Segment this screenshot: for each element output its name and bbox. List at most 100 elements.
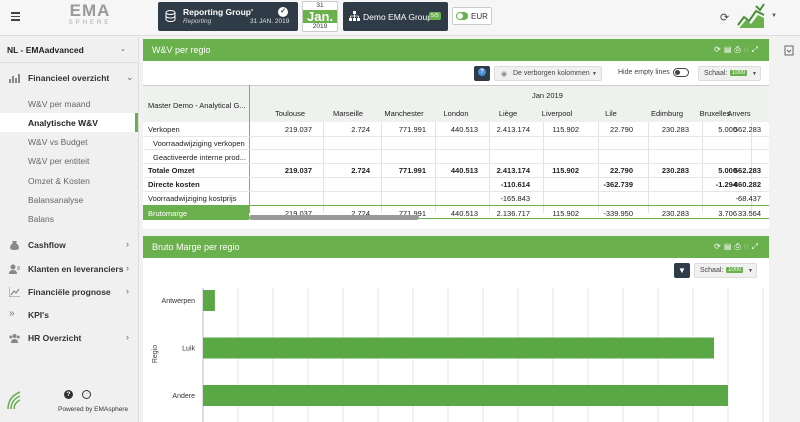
scale-dropdown[interactable]: Schaal: 1000 ▼ — [694, 263, 757, 278]
table-row[interactable]: Geactiveerde interne prod... — [143, 150, 769, 165]
table-cell: 230.283 — [661, 166, 689, 176]
sidebar-sub-balans[interactable]: Balans — [28, 214, 54, 224]
table-cell: 33.564 — [738, 208, 761, 218]
users-icon — [9, 264, 20, 274]
row-label: Voorraadwijziging verkopen — [153, 138, 245, 148]
expand-icon[interactable]: ⤢ — [751, 45, 761, 54]
print-icon[interactable]: ⎙ — [734, 45, 744, 54]
table-cell: -1.294 — [715, 180, 737, 190]
refresh-icon[interactable]: ⟳ — [714, 45, 724, 54]
expand-icon[interactable]: ⤢ — [751, 242, 761, 251]
bar-antwerpen — [203, 290, 215, 311]
sidebar-sub-balansanalyse[interactable]: Balansanalyse — [28, 195, 84, 205]
refresh-icon[interactable]: ⟳ — [720, 12, 730, 24]
column-header[interactable]: Edimburg — [650, 109, 684, 118]
sidebar-sub-wv-vs-budget[interactable]: W&V vs Budget — [28, 137, 88, 147]
globe-icon[interactable]: · — [82, 390, 91, 399]
row-label: Verkopen — [148, 125, 180, 134]
column-header[interactable]: Bruxelles — [699, 109, 731, 118]
comment-icon[interactable]: ◌ — [743, 242, 752, 251]
sidebar-item-financieel-overzicht[interactable]: Financieel overzicht ⌄ — [0, 68, 139, 88]
column-header[interactable]: Lile — [605, 109, 617, 118]
help-icon[interactable]: ? — [64, 390, 73, 399]
reporting-group-date: 31 JAN. 2019 — [250, 18, 290, 25]
wv-table: Master Demo - Analytical G... Jan 2019 T… — [143, 85, 769, 225]
panel-header: W&V per regio ⟳▤⎙◌⤢ — [143, 39, 769, 61]
column-header[interactable]: Marseille — [332, 109, 363, 118]
table-cell: 230.283 — [661, 125, 689, 134]
sidebar-sub-analytische-wv[interactable]: Analytische W&V — [0, 113, 138, 132]
sidebar-item-cashflow[interactable]: Cashflow › — [0, 235, 139, 255]
column-header[interactable]: Manchester — [384, 109, 424, 118]
sidebar-item-financiele-prognose[interactable]: Financiële prognose › — [0, 282, 139, 302]
column-header[interactable]: Liège — [498, 109, 518, 118]
table-cell: 562.283 — [733, 166, 761, 176]
category-label: Andere — [172, 393, 195, 400]
company-selector[interactable]: NL - EMAadvanced — [7, 45, 84, 55]
export-icon[interactable]: ▤ — [723, 45, 735, 54]
hide-empty-toggle[interactable] — [673, 68, 689, 77]
caret-down-icon: ▼ — [748, 268, 753, 274]
table-cell: -110.614 — [500, 180, 530, 190]
table-cell: -460.282 — [731, 180, 761, 190]
reporting-group-subtitle: Reporting — [183, 18, 212, 25]
filter-icon[interactable]: ▼ — [674, 263, 690, 278]
sidebar-item-hr-overzicht[interactable]: HR Overzicht › — [0, 328, 139, 348]
table-row[interactable]: Brutomarge 219.037 2.724 771.991 440.513 2.13… — [143, 204, 769, 220]
sidebar-item-kpis[interactable]: » KPI's — [9, 308, 49, 320]
sidebar-sub-wv-per-maand[interactable]: W&V per maand — [28, 99, 91, 109]
help-button[interactable] — [474, 66, 490, 81]
hidden-columns-dropdown[interactable]: ◉ De verborgen kolommen ▼ — [494, 66, 602, 81]
table-cell: 115.902 — [552, 125, 579, 134]
divider — [0, 62, 139, 63]
table-row[interactable]: Totale Omzet 219.037 2.724 771.991 440.513 2.… — [143, 163, 769, 178]
table-cell: 2.724 — [351, 208, 370, 218]
reporting-group-selector[interactable]: Reporting Group' Reporting 31 JAN. 2019 … — [158, 2, 298, 31]
sidebar-item-klanten[interactable]: Klanten en leveranciers › — [0, 259, 139, 279]
sidebar-sub-wv-per-entiteit[interactable]: W&V per entiteit — [28, 156, 90, 166]
reporting-group-title: Reporting Group' — [183, 7, 254, 17]
table-cell: 22.790 — [610, 125, 633, 134]
panel-tools: ⟳▤⎙◌⤢ — [714, 242, 761, 252]
table-row[interactable]: Voorraadwijziging kostprijs -165.843 -68.4… — [143, 191, 769, 206]
emasphere-logo[interactable]: EMA SPHERE — [68, 1, 112, 27]
emasphere-leaf-icon — [7, 391, 21, 410]
column-header[interactable]: Toulouse — [274, 109, 306, 118]
scale-value: 1000 — [726, 267, 744, 273]
sidebar-sub-omzet-kosten[interactable]: Omzet & Kosten — [28, 176, 90, 186]
column-header[interactable]: Liverpool — [541, 109, 573, 118]
toggle-switch-icon[interactable] — [456, 12, 468, 20]
chevron-down-icon[interactable]: ▼ — [771, 13, 777, 19]
currency-toggle[interactable]: EUR — [452, 7, 492, 25]
powered-by: Powered by EMAsphere — [58, 406, 129, 413]
category-label: Antwerpen — [162, 298, 196, 305]
table-row[interactable]: Voorraadwijziging verkopen — [143, 136, 769, 151]
export-icon[interactable]: ▤ — [723, 242, 735, 251]
table-row[interactable]: Directe kosten -110.614 -362.739 -1.294 -460… — [143, 177, 769, 192]
bruto-marge-panel: Bruto Marge per regio ⟳▤⎙◌⤢ ▼ Schaal: 10… — [143, 236, 769, 422]
refresh-icon[interactable]: ⟳ — [714, 242, 724, 251]
chevron-down-icon[interactable]: ⌄ — [120, 46, 126, 53]
table-master-label: Master Demo - Analytical G... — [148, 101, 246, 110]
period-calendar[interactable]: 31 Jan. 2019 — [302, 1, 338, 32]
group-selector[interactable]: Demo EMA Group 5/5 — [343, 2, 448, 31]
user-avatar-icon[interactable] — [736, 3, 766, 29]
hamburger-menu-icon[interactable] — [11, 12, 20, 21]
table-row[interactable]: Verkopen 219.037 2.724 771.991 440.513 2.413.… — [143, 122, 769, 137]
row-label: Directe kosten — [148, 180, 200, 190]
wv-per-regio-panel: W&V per regio ⟳▤⎙◌⤢ ◉ De verborgen kolom… — [143, 39, 769, 229]
table-cell: 562.283 — [733, 125, 761, 134]
horizontal-scrollbar[interactable] — [249, 215, 419, 220]
print-icon[interactable]: ⎙ — [734, 242, 744, 251]
table-cell: 230.283 — [661, 208, 689, 218]
comment-icon[interactable]: ◌ — [743, 45, 752, 54]
column-divider — [702, 122, 703, 213]
column-header[interactable]: Anvers — [727, 109, 751, 118]
table-toolbar: ◉ De verborgen kolommen ▼ Hide empty lin… — [143, 61, 769, 85]
scale-dropdown[interactable]: Schaal: 1000 ▼ — [698, 66, 761, 81]
panel-collapse-icon[interactable] — [784, 44, 794, 58]
scale-value: 1000 — [730, 70, 748, 76]
column-header[interactable]: London — [443, 109, 469, 118]
currency-label: EUR — [471, 12, 488, 21]
row-label: Totale Omzet — [148, 166, 195, 176]
